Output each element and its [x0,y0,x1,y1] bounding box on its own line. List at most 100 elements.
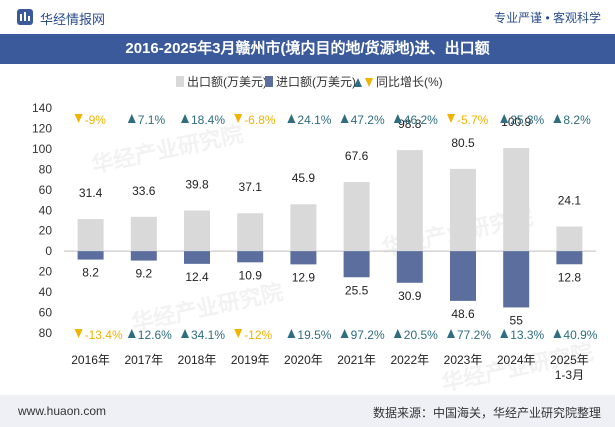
x-tick-label: 2018年 [178,353,217,367]
import-bar [450,251,476,301]
export-value-label: 45.9 [292,171,316,185]
import-growth-label: 12.6% [138,328,172,342]
import-value-label: 30.9 [398,289,422,303]
y-tick-label: 60 [39,306,53,320]
y-tick-label: 40 [39,285,53,299]
import-growth-down-marker [74,329,83,338]
data-source: 数据来源：中国海关，华经产业研究院整理 [372,406,601,420]
y-tick-label: 120 [32,121,52,135]
x-tick-label: 2024年 [497,353,536,367]
export-value-label: 31.4 [79,186,103,200]
export-value-label: 98.8 [398,117,422,131]
legend-import-label: 进口额(万美元) [276,75,356,89]
title-bar: 2016-2025年3月赣州市(境内目的地/货源地)进、出口额 [0,34,615,64]
x-tick-label: 2023年 [444,353,483,367]
export-bar [503,147,530,252]
import-growth-up-marker [447,329,455,338]
footer: www.huaon.com 数据来源：中国海关，华经产业研究院整理 [0,395,615,427]
import-bar [396,251,423,283]
export-growth-up-marker [500,114,509,123]
export-value-label: 80.5 [451,136,475,150]
legend-export-swatch [176,76,184,87]
import-value-label: 48.6 [451,307,475,321]
export-growth-label: 18.4% [191,113,225,127]
import-bar [130,251,157,261]
legend-growth-up-marker [354,78,362,87]
import-bar [556,251,583,265]
import-growth-up-marker [181,329,189,338]
import-growth-label: 34.1% [191,328,225,342]
y-tick-label: 80 [39,162,53,176]
export-bar [556,226,583,252]
export-growth-up-marker [181,114,189,123]
export-growth-label: -5.7% [457,113,489,127]
export-bar [396,150,423,252]
import-growth-up-marker [500,329,509,338]
import-value-label: 8.2 [82,266,99,280]
export-growth-up-marker [127,114,136,123]
y-tick-label: 140 [32,101,52,115]
import-growth-label: 19.5% [297,328,331,342]
legend-growth-down-marker [365,78,373,87]
y-tick-label: 40 [39,203,53,217]
export-growth-label: -9% [85,113,107,127]
chart-title: 2016-2025年3月赣州市(境内目的地/货源地)进、出口额 [125,40,490,57]
import-growth-up-marker [553,329,562,338]
export-value-label: 37.1 [239,180,263,194]
brand-name: 华经情报网 [40,12,106,27]
x-tick-label: 2019年 [231,353,270,367]
legend-export-label: 出口额(万美元) [187,75,267,89]
y-tick-label: 100 [32,142,52,156]
x-tick-label: 2022年 [390,353,429,367]
legend-growth-label: 同比增长(%) [376,75,443,89]
import-growth-label: 77.2% [457,328,491,342]
import-growth-label: -12% [244,328,272,342]
import-value-label: 55 [510,313,524,327]
export-growth-down-marker [74,114,83,123]
import-growth-label: 13.3% [510,328,544,342]
import-value-label: 10.9 [239,268,263,282]
export-bar [184,210,210,252]
import-bar [290,251,317,265]
import-value-label: 12.8 [558,270,582,284]
import-value-label: 12.9 [292,270,316,284]
x-tick-label: 1-3月 [555,368,584,382]
export-growth-label: 47.2% [351,113,385,127]
legend-import-swatch [265,76,273,87]
import-growth-label: 97.2% [351,328,385,342]
export-value-label: 100.9 [501,115,531,129]
export-growth-up-marker [340,114,349,123]
export-value-label: 39.8 [185,177,209,191]
export-bar [290,204,317,252]
import-bar [77,251,104,260]
import-value-label: 25.5 [345,283,369,297]
export-value-label: 67.6 [345,149,369,163]
export-growth-up-marker [553,114,562,123]
logo-icon [17,9,33,25]
import-growth-up-marker [340,329,349,338]
y-tick-label: 20 [39,265,53,279]
export-growth-label: 8.2% [563,113,591,127]
import-growth-up-marker [127,329,136,338]
import-growth-label: 40.9% [563,328,597,342]
import-growth-up-marker [393,329,402,338]
x-tick-label: 2016年 [71,353,110,367]
x-tick-label: 2025年 [550,353,589,367]
export-value-label: 33.6 [132,184,156,198]
y-tick-label: 80 [39,326,53,340]
export-bar [77,219,104,252]
x-tick-label: 2021年 [337,353,376,367]
import-value-label: 9.2 [135,267,152,281]
chart: 出口额(万美元) 进口额(万美元) 同比增长(%) 140 120 100 80 60 40 20… [32,75,598,382]
y-tick-label: 0 [45,244,52,258]
export-growth-down-marker [234,114,243,123]
import-bar [503,251,530,308]
export-growth-label: 25.3% [510,113,544,127]
import-growth-label: -13.4% [85,328,123,342]
top-bar: 华经情报网 专业严谨 • 客观科学 [0,0,615,34]
x-tick-label: 2017年 [124,353,163,367]
y-tick-label: 20 [39,224,53,238]
import-bar [343,251,370,278]
import-growth-down-marker [234,329,243,338]
export-growth-label: -6.8% [244,113,276,127]
